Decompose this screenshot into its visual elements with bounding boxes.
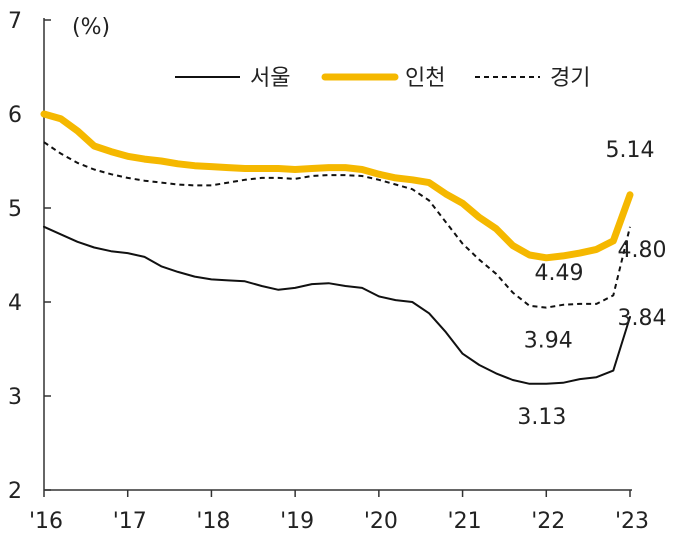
data-label: 3.94 bbox=[524, 329, 573, 354]
x-tick-label: '16 bbox=[29, 509, 63, 534]
x-tick-label: '17 bbox=[113, 509, 147, 534]
x-tick-label: '20 bbox=[364, 509, 398, 534]
x-tick-label: '18 bbox=[196, 509, 230, 534]
data-label: 3.84 bbox=[618, 306, 667, 331]
y-tick-label: 6 bbox=[8, 103, 22, 128]
x-tick-label: '19 bbox=[280, 509, 314, 534]
x-axis-ticks: '16 '17 '18 '19 '20 '21 '22 '23 bbox=[29, 490, 649, 534]
data-label: 4.49 bbox=[535, 261, 584, 286]
legend-label: 경기 bbox=[550, 66, 590, 91]
y-tick-label: 3 bbox=[8, 385, 22, 410]
data-labels: 5.14 4.49 4.80 3.94 3.84 3.13 bbox=[517, 138, 666, 430]
chart-legend: 서울 인천 경기 bbox=[175, 66, 590, 91]
x-tick-label: '23 bbox=[615, 509, 649, 534]
chart-axes: 2 3 4 5 6 7 '16 '17 '18 '19 '20 '21 '22 '23 bbox=[8, 9, 649, 534]
y-axis-ticks: 2 3 4 5 6 7 bbox=[8, 9, 51, 504]
data-label: 4.80 bbox=[618, 238, 667, 263]
legend-label: 서울 bbox=[250, 66, 290, 91]
y-tick-label: 5 bbox=[8, 197, 22, 222]
data-label: 3.13 bbox=[517, 405, 566, 430]
x-tick-label: '22 bbox=[531, 509, 565, 534]
y-tick-label: 7 bbox=[8, 9, 22, 34]
series-line-incheon bbox=[40, 110, 634, 262]
y-tick-label: 2 bbox=[8, 479, 22, 504]
x-tick-label: '21 bbox=[448, 509, 482, 534]
series-layer bbox=[40, 110, 634, 385]
legend-label: 인천 bbox=[405, 66, 445, 91]
data-label: 5.14 bbox=[606, 138, 655, 163]
unit-label: (%) bbox=[72, 15, 110, 40]
series-line-seoul bbox=[43, 225, 631, 385]
y-tick-label: 4 bbox=[8, 291, 22, 316]
